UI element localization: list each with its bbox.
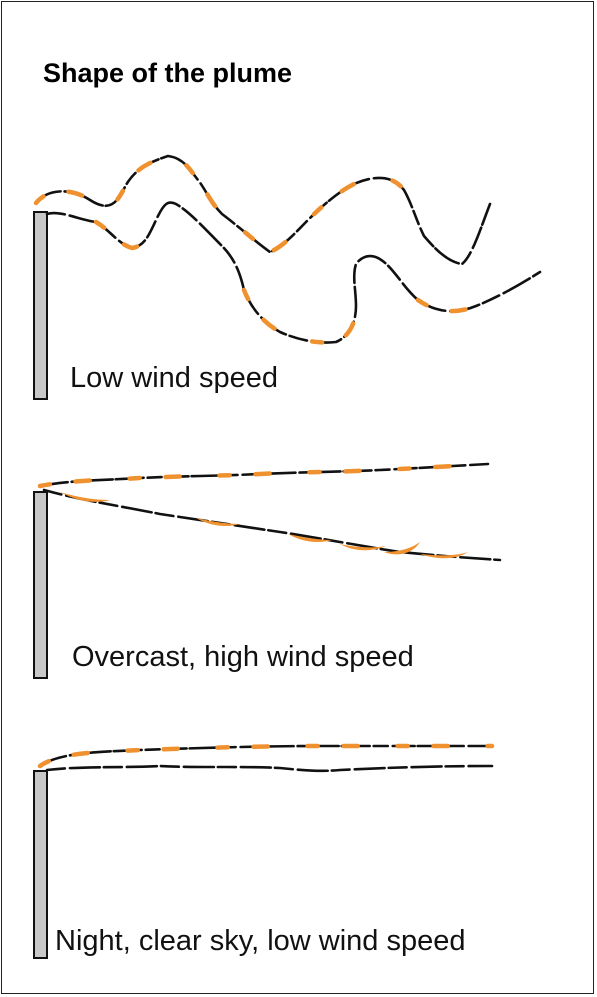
fanning-plume <box>33 743 495 959</box>
panel-label-low-wind: Low wind speed <box>70 362 278 394</box>
panel-label-overcast-high-wind: Overcast, high wind speed <box>72 641 414 673</box>
panel-label-night-clear-sky: Night, clear sky, low wind speed <box>55 925 466 957</box>
plume-3-upper-shade <box>37 743 495 769</box>
plume-3-upper-edge <box>38 744 494 768</box>
plume-1-upper-edge <box>34 154 492 266</box>
plume-2-lower-edge <box>42 488 502 562</box>
looping-plume <box>33 153 542 400</box>
plume-2-crescent-2 <box>196 518 240 526</box>
plume-2-crescent-3 <box>288 534 332 542</box>
plume-1-lower-edge <box>45 201 542 344</box>
plume-2-crescent-5 <box>384 542 420 555</box>
plume-2-crescent-1 <box>60 492 110 502</box>
plume-1-lower-shade <box>93 213 479 345</box>
chimney-stack-1 <box>33 211 48 400</box>
plume-2-upper-shade <box>37 461 491 489</box>
figure-title: Shape of the plume <box>43 58 293 88</box>
plume-2-crescent-4 <box>340 544 386 551</box>
plume-1-upper-shade <box>33 153 407 255</box>
plume-2-crescent-6 <box>420 552 468 559</box>
chimney-stack-3 <box>33 770 48 959</box>
plume-3-lower-edge <box>45 764 494 773</box>
chimney-stack-2 <box>33 491 48 679</box>
coning-plume <box>33 461 502 679</box>
